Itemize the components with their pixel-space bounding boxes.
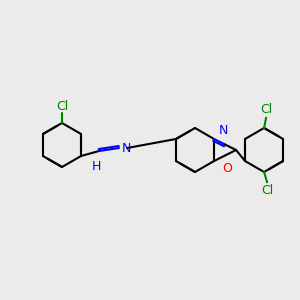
- Text: Cl: Cl: [261, 184, 273, 197]
- Text: N: N: [122, 142, 131, 154]
- Text: N: N: [218, 124, 228, 137]
- Text: Cl: Cl: [56, 100, 68, 113]
- Text: H: H: [92, 160, 101, 173]
- Text: O: O: [222, 163, 232, 176]
- Text: Cl: Cl: [260, 103, 272, 116]
